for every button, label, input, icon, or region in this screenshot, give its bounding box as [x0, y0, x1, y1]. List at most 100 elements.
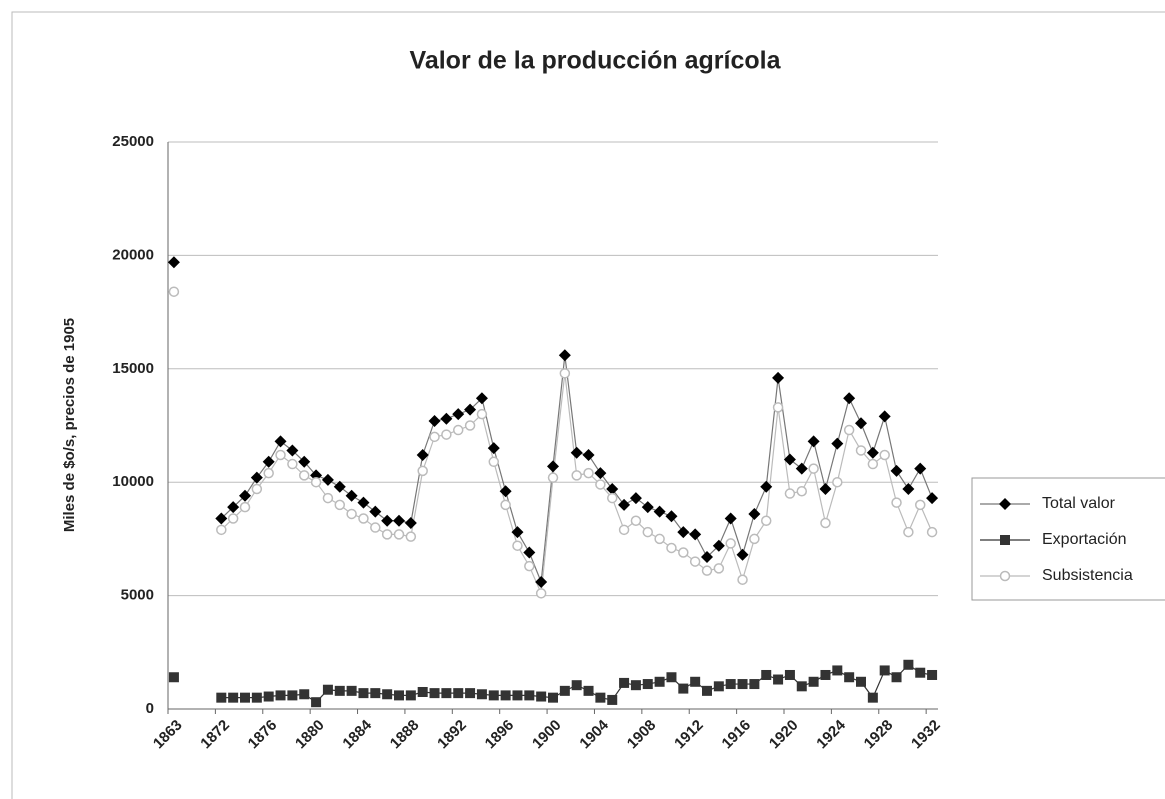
data-point: [167, 256, 180, 269]
data-point: [855, 417, 867, 430]
data-point: [808, 676, 819, 687]
data-point: [595, 692, 606, 703]
data-point: [512, 690, 523, 701]
data-point: [690, 676, 701, 687]
data-point: [216, 692, 227, 703]
data-point: [820, 669, 831, 680]
data-point: [357, 496, 370, 509]
y-tick-label: 0: [146, 700, 154, 717]
legend-marker: [1000, 535, 1010, 545]
data-point: [702, 685, 712, 696]
data-point: [287, 458, 298, 470]
chart-border: [11, 11, 1165, 799]
x-tick-label: 1892: [434, 717, 470, 753]
x-tick-label: 1896: [482, 717, 518, 753]
data-point: [678, 547, 689, 558]
x-tick-label: 1872: [197, 717, 233, 753]
data-point: [547, 460, 559, 473]
series-line: [220, 355, 933, 583]
data-point: [512, 540, 523, 551]
data-point: [287, 690, 298, 701]
data-point: [251, 692, 262, 703]
data-point: [321, 473, 334, 486]
data-point: [677, 526, 690, 539]
data-point: [582, 448, 595, 461]
data-point: [500, 499, 511, 511]
data-point: [654, 676, 665, 687]
data-point: [464, 420, 476, 431]
data-point: [891, 672, 902, 683]
x-tick-label: 1932: [908, 717, 944, 753]
data-point: [891, 497, 902, 508]
data-point: [240, 692, 250, 703]
data-point: [428, 414, 441, 427]
data-point: [843, 392, 856, 405]
data-point: [452, 408, 465, 421]
data-point: [404, 517, 417, 530]
data-point: [535, 575, 548, 588]
data-point: [594, 467, 607, 480]
data-point: [559, 368, 571, 379]
data-point: [262, 455, 275, 468]
x-tick-label: 1912: [671, 717, 707, 753]
data-point: [760, 480, 773, 493]
y-tick-label: 25000: [112, 133, 154, 150]
data-point: [890, 464, 903, 477]
data-point: [641, 501, 654, 514]
data-point: [808, 463, 819, 474]
data-point: [465, 688, 476, 699]
data-point: [665, 510, 678, 523]
data-point: [346, 685, 357, 696]
x-tick-label: 1916: [719, 717, 755, 753]
data-point: [429, 431, 440, 443]
data-point: [382, 689, 393, 700]
data-point: [618, 498, 631, 511]
data-point: [263, 467, 274, 479]
data-point: [737, 679, 748, 690]
data-point: [571, 680, 582, 691]
data-point: [548, 692, 558, 703]
data-point: [535, 588, 547, 599]
data-point: [701, 551, 713, 564]
data-point: [322, 684, 333, 695]
x-tick-label: 1900: [529, 717, 565, 753]
x-tick-label: 1888: [387, 717, 423, 753]
x-tick-label: 1908: [624, 717, 660, 753]
data-point: [370, 688, 381, 699]
data-point: [902, 483, 915, 496]
data-point: [725, 538, 736, 549]
data-point: [866, 446, 879, 459]
data-point: [796, 486, 808, 497]
data-point: [394, 690, 404, 701]
data-point: [417, 465, 428, 477]
x-tick-label: 1876: [245, 717, 281, 753]
data-point: [903, 526, 914, 538]
data-point: [476, 689, 487, 700]
data-point: [832, 665, 843, 676]
data-point: [844, 672, 855, 683]
data-point: [713, 563, 725, 574]
data-point: [405, 531, 417, 542]
data-point: [345, 489, 358, 502]
data-point: [749, 679, 760, 690]
data-point: [250, 471, 263, 484]
data-point: [607, 694, 618, 705]
data-point: [298, 455, 311, 468]
data-point: [311, 697, 322, 708]
data-point: [737, 574, 748, 585]
data-point: [629, 492, 642, 505]
data-point: [867, 458, 879, 470]
data-point: [712, 539, 725, 552]
data-point: [678, 683, 689, 694]
data-point: [903, 659, 914, 670]
data-point: [713, 681, 724, 692]
data-point: [322, 492, 334, 504]
data-point: [820, 517, 831, 529]
data-point: [642, 679, 653, 690]
data-point: [227, 501, 240, 514]
data-point: [653, 505, 666, 518]
data-point: [760, 515, 772, 527]
y-tick-label: 5000: [121, 587, 154, 604]
